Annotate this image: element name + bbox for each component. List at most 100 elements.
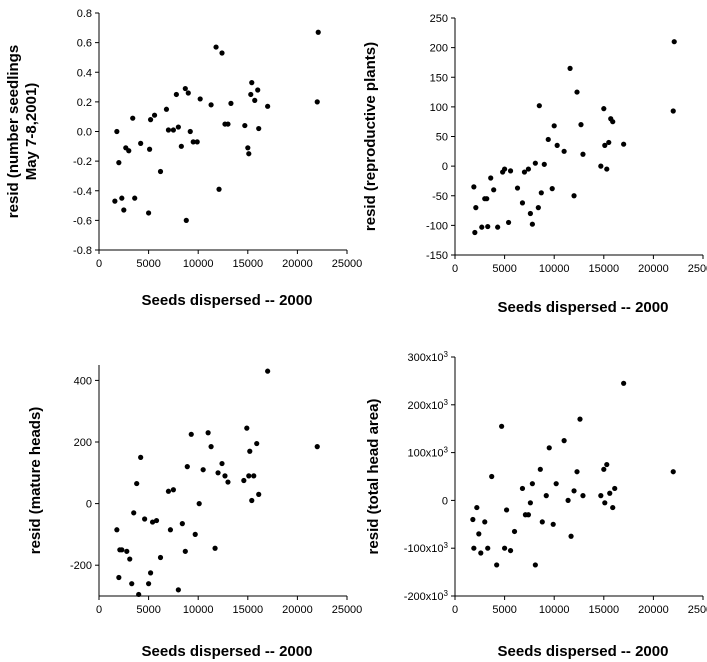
data-point (505, 219, 512, 226)
y-tick-label: 250 (430, 13, 448, 25)
x-tick-label: 20000 (282, 604, 313, 616)
data-point (478, 550, 484, 556)
data-point (529, 221, 535, 227)
data-point (315, 29, 321, 35)
data-point (228, 100, 234, 106)
data-point (136, 591, 142, 598)
data-point (485, 223, 491, 230)
data-point (121, 207, 127, 213)
data-point (545, 136, 551, 143)
x-tick-label: 15000 (589, 604, 620, 616)
data-point (219, 50, 225, 56)
data-point (602, 142, 608, 148)
data-point (502, 166, 508, 172)
data-point (147, 117, 154, 123)
data-point (167, 527, 174, 533)
panel-4: 0 5000 10000 15000 20000 25000 -200x103 -100x10… (365, 350, 707, 660)
x-axis-label: Seeds dispersed -- 2000 (498, 643, 669, 660)
y-tick-label: 0 (86, 499, 92, 511)
data-point (470, 516, 476, 523)
y-tick-label: -100 (426, 220, 448, 232)
y-axis-label: resid (number seedlings (5, 45, 22, 218)
x-tick-label: 5000 (136, 258, 160, 270)
data-point (541, 161, 547, 167)
data-point (535, 205, 541, 211)
x-tick-label: 20000 (638, 263, 669, 275)
data-point (485, 545, 491, 551)
data-point (488, 175, 494, 181)
y-tick-label: 100 (430, 102, 448, 114)
data-point (527, 500, 533, 506)
data-point (196, 501, 202, 507)
data-point (503, 507, 510, 513)
data-point (472, 229, 478, 236)
y-tick-label: 0 (442, 495, 448, 507)
data-point (134, 480, 140, 487)
y-tick-label: 0.0 (77, 127, 92, 139)
data-point (165, 488, 172, 494)
data-point (491, 187, 497, 193)
x-tick-label: 10000 (539, 263, 570, 275)
data-point (188, 431, 194, 437)
y-tick-label: 0 (442, 161, 448, 173)
data-point (138, 454, 144, 460)
y-tick-label: 200 (430, 43, 448, 55)
y-tick-label: 150 (430, 72, 448, 84)
x-tick-label: 5000 (492, 604, 516, 616)
data-point (471, 545, 477, 551)
data-point (495, 224, 501, 230)
data-point (175, 587, 181, 593)
x-tick-label: 5000 (136, 604, 160, 616)
y-tick-label: 100x103 (407, 446, 448, 460)
data-point (208, 444, 214, 450)
data-point (132, 195, 138, 201)
data-point (165, 127, 172, 133)
data-point (182, 85, 188, 92)
data-point (147, 570, 154, 576)
y-tick-label: -0.2 (73, 156, 92, 168)
y-tick-label: 200 (74, 437, 92, 449)
data-point (247, 448, 253, 454)
y-tick-label: 50 (436, 132, 448, 144)
data-point (514, 185, 521, 191)
data-point (525, 512, 532, 518)
data-point (138, 140, 144, 146)
data-point (192, 531, 198, 538)
data-point (265, 103, 271, 109)
data-point (670, 108, 676, 114)
data-point (473, 205, 479, 211)
data-point (112, 198, 118, 204)
data-point (208, 102, 214, 108)
data-point (502, 545, 508, 551)
x-tick-label: 25000 (688, 604, 707, 616)
data-point (553, 481, 559, 487)
data-point (539, 519, 545, 525)
data-point (476, 531, 482, 537)
data-point (550, 521, 556, 527)
x-axis-label: Seeds dispersed -- 2000 (142, 643, 313, 660)
data-point (549, 186, 555, 192)
data-point (314, 444, 320, 450)
data-point (190, 139, 196, 145)
data-point (127, 556, 133, 562)
data-point (484, 196, 490, 202)
x-tick-label: 0 (452, 263, 458, 275)
data-point (178, 143, 184, 149)
data-point (212, 545, 218, 551)
data-point (157, 554, 164, 561)
data-point (471, 184, 477, 190)
x-tick-label: 5000 (492, 263, 516, 275)
data-point (571, 193, 577, 199)
data-point (119, 547, 125, 553)
data-point (116, 160, 122, 166)
y-tick-label: -200 (70, 560, 92, 572)
data-point (574, 469, 580, 475)
data-point (119, 195, 125, 201)
data-point (170, 127, 176, 133)
data-point (532, 562, 538, 568)
y-tick-label: 200x103 (407, 398, 448, 412)
data-point (621, 141, 627, 147)
data-point (246, 151, 252, 157)
x-tick-label: 20000 (638, 604, 669, 616)
